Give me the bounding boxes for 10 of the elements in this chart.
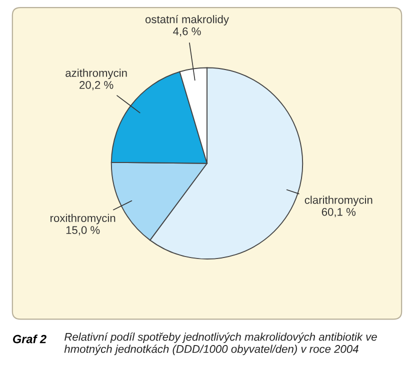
- text: Relativní podíl spotřeby jednotlivých makrolidových antibiotik ve hmotných jednotkách (DDD/1000 obyvatel/den) v roce 2004: [64, 332, 377, 356]
- slice-label: azithromycin: [66, 68, 127, 80]
- data-label: 20,2 %: [80, 81, 114, 90]
- data-label: 4,6 %: [173, 27, 201, 37]
- text: Graf 2: [12, 334, 46, 344]
- data-label: 15,0 %: [66, 226, 100, 236]
- slice-label: roxithromycin: [50, 214, 116, 224]
- data-label: 60,1 %: [322, 208, 356, 218]
- slice-label: clarithromycin: [304, 196, 372, 206]
- slice-label: ostatní makrolidy: [145, 14, 229, 26]
